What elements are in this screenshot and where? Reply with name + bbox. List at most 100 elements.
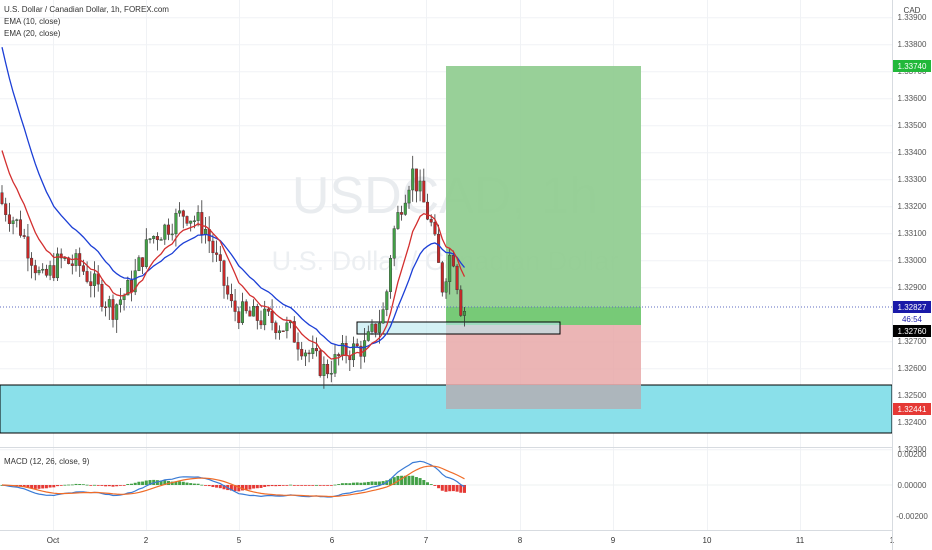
macd-histogram-bar [374,481,378,485]
candle-down [374,323,378,333]
macd-histogram-bar [281,485,285,486]
candle-down [451,255,455,267]
candle-down [222,260,226,286]
candle-down [33,265,37,274]
macd-histogram-bar [455,485,459,492]
stop-loss-tag-text: 1.32441 [898,405,927,414]
macd-histogram-bar [33,485,37,489]
entry-current-band [446,307,641,325]
take-profit-zone[interactable] [446,66,641,325]
candle-up [444,281,448,293]
macd-histogram-bar [96,485,100,486]
time-axis[interactable]: Oct25678910111 [47,536,895,545]
macd-histogram-bar [451,485,455,492]
macd-histogram-bar [244,485,248,490]
macd-histogram-bar [300,485,304,486]
candle-up [377,322,381,333]
price-tick-label: 1.32700 [898,337,927,346]
candle-up [163,224,167,240]
candle-down [100,283,104,307]
price-tick-label: 1.32900 [898,283,927,292]
candle-down [296,342,300,350]
candle-up [352,343,356,361]
candle-up [170,233,174,236]
entry-price-tag: 1.32760 [893,325,931,337]
macd-histogram-bar [322,485,326,486]
ema10-legend[interactable]: EMA (10, close) [4,17,61,26]
macd-histogram-bar [459,485,463,493]
macd-histogram-bar [289,484,293,486]
macd-histogram-bar [200,484,204,486]
macd-histogram-bar [41,485,45,489]
candle-down [166,224,170,235]
macd-histogram-bar [178,481,182,485]
candle-up [252,306,256,317]
macd-histogram-bar [266,485,270,487]
candle-down [229,293,233,302]
macd-legend[interactable]: MACD (12, 26, close, 9) [4,457,90,466]
time-axis-label: 9 [611,536,616,545]
candle-down [414,168,418,192]
candle-down [181,210,185,217]
macd-histogram-bar [81,484,85,486]
macd-axis[interactable]: 0.00200 0.00000 -0.00200 [896,450,928,521]
ema20-legend[interactable]: EMA (20, close) [4,29,61,38]
candle-down [52,265,56,279]
candle-up [363,340,367,357]
countdown-tag-text: 46:54 [902,315,923,324]
candle-down [359,345,363,357]
candle-down [44,268,48,276]
macd-histogram-bar [414,477,418,485]
candle-down [141,257,145,267]
candle-up [148,238,152,240]
macd-tick-label: 0.00000 [898,481,927,490]
candle-up [366,331,370,341]
price-tick-label: 1.33000 [898,256,927,265]
macd-histogram-bar [263,485,267,487]
macd-histogram-bar [163,480,167,485]
macd-histogram-bar [78,483,82,485]
candle-up [285,322,289,332]
macd-histogram-bar [440,485,444,491]
candle-up [15,219,19,221]
macd-histogram-bar [337,484,341,485]
macd-histogram-bar [381,481,385,485]
macd-histogram-bar [37,485,41,489]
candle-down [266,308,270,312]
time-axis-label: 10 [703,536,712,545]
price-tick-label: 1.33600 [898,94,927,103]
macd-histogram-bar [303,485,307,486]
macd-histogram-bar [22,485,26,487]
macd-histogram-bar [189,483,193,485]
entry-box[interactable] [356,321,561,335]
time-axis-label: 7 [424,536,429,545]
macd-histogram-bar [377,481,381,485]
macd-histogram-bar [185,482,189,485]
candle-up [126,280,130,296]
candle-up [159,239,163,241]
candle-up [137,257,141,271]
candle-down [185,216,189,224]
candle-down [355,343,359,347]
macd-histogram-bar [348,483,352,485]
macd-histogram-bar [326,485,330,486]
candle-down [259,320,263,326]
macd-histogram-bar [155,480,159,485]
macd-histogram-bar [229,485,233,491]
macd-histogram-bar [241,485,244,491]
macd-histogram-bar [207,485,211,487]
candle-up [152,236,156,239]
current-price-tag: 1.32827 46:54 [893,301,931,325]
candle-down [89,281,93,286]
candle-up [407,189,411,204]
macd-histogram-bar [370,481,374,485]
macd-histogram-bar [307,485,311,486]
time-axis-label: 2 [144,536,149,545]
macd-histogram-bar [429,484,433,485]
current-price-tag-text: 1.32827 [898,303,927,312]
candle-up [463,311,467,316]
symbol-title[interactable]: U.S. Dollar / Canadian Dollar, 1h, FOREX… [4,5,169,14]
macd-histogram-bar [463,485,466,493]
time-axis-label: 5 [237,536,242,545]
